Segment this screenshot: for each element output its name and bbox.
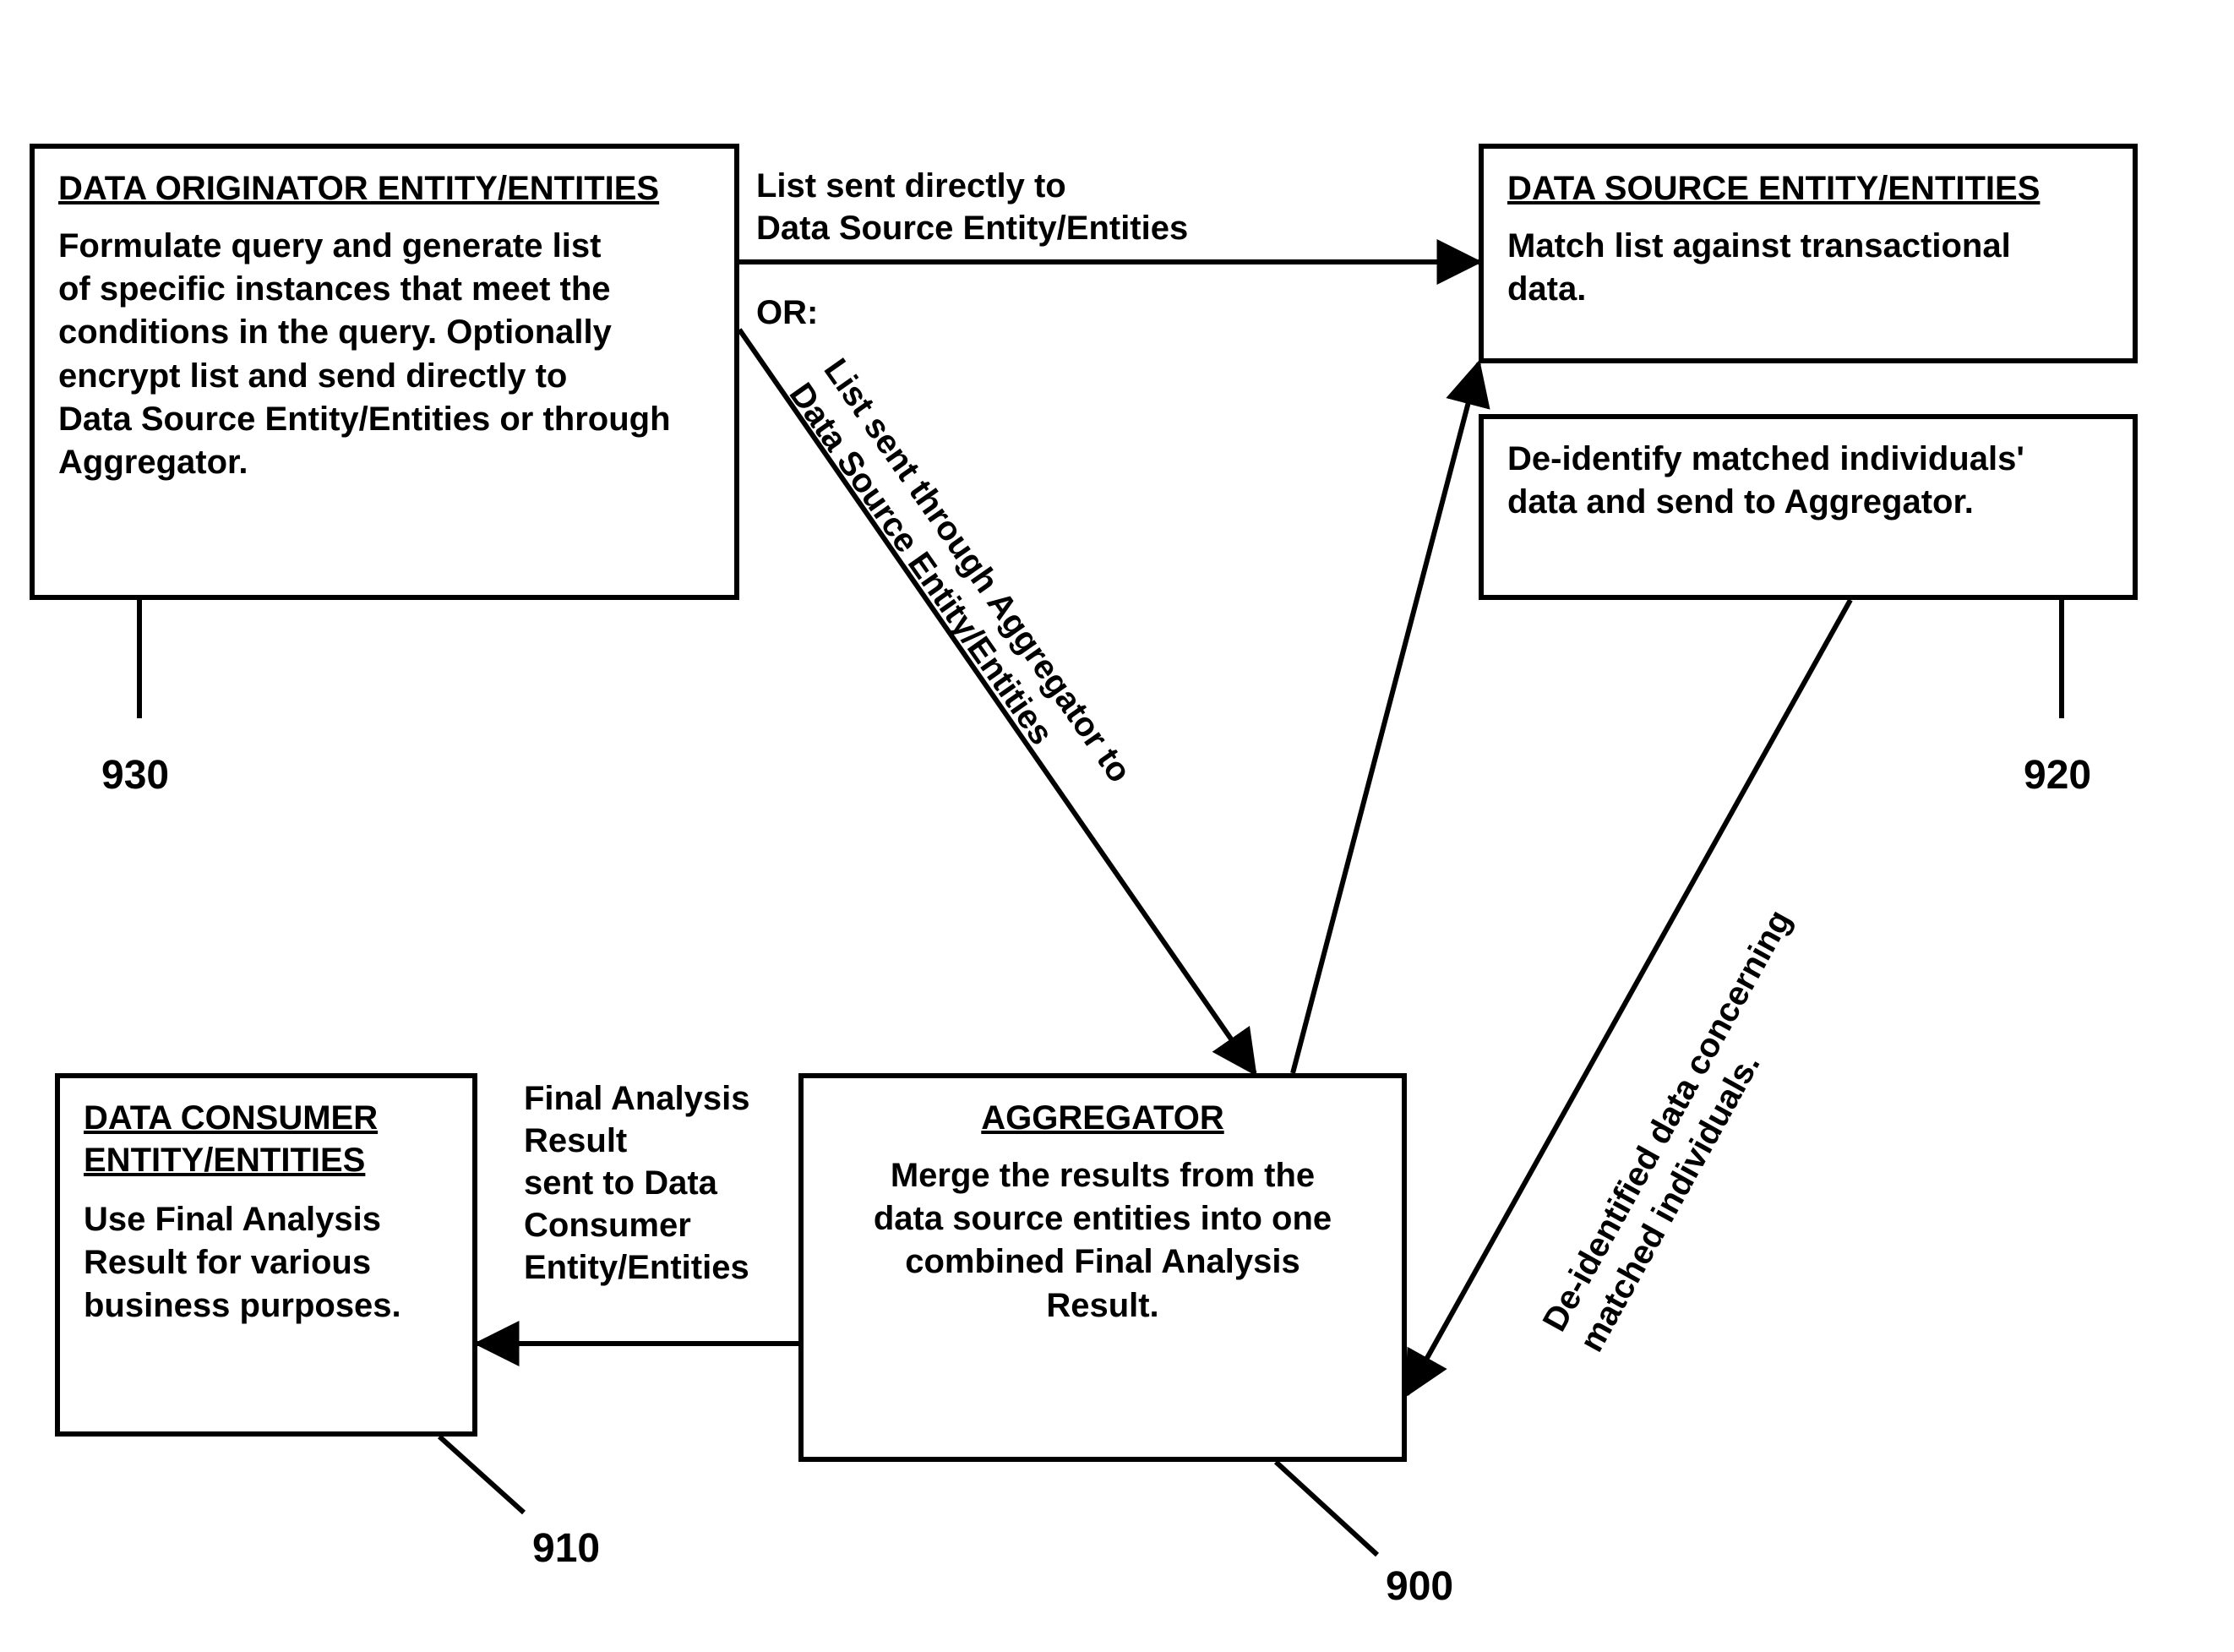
box-source-bottom: De-identify matched individuals'data and… [1479, 414, 2138, 600]
box-aggregator-title: AGGREGATOR [827, 1097, 1378, 1139]
edge-agg-to-source [1293, 363, 1479, 1073]
label-orig-to-agg: List sent through Aggregator toData Sour… [780, 351, 1188, 884]
box-source-title: DATA SOURCE ENTITY/ENTITIES [1507, 167, 2109, 210]
label-source-to-agg: De-identified data concerningmatched ind… [1534, 801, 1894, 1360]
box-source-bottom-body: De-identify matched individuals'data and… [1507, 438, 2109, 524]
box-originator: DATA ORIGINATOR ENTITY/ENTITIES Formulat… [30, 144, 739, 600]
box-consumer-body: Use Final AnalysisResult for variousbusi… [84, 1198, 449, 1328]
ref-930: 930 [101, 752, 169, 799]
box-source-top-body: Match list against transactionaldata. [1507, 225, 2109, 311]
ref-900: 900 [1386, 1563, 1453, 1610]
box-aggregator-body: Merge the results from thedata source en… [827, 1154, 1378, 1328]
ref-tick-910 [439, 1437, 524, 1513]
box-consumer: DATA CONSUMER ENTITY/ENTITIES Use Final … [55, 1073, 477, 1437]
box-source-top: DATA SOURCE ENTITY/ENTITIES Match list a… [1479, 144, 2138, 363]
diagram-canvas: DATA ORIGINATOR ENTITY/ENTITIES Formulat… [0, 0, 2234, 1652]
label-orig-to-source: List sent directly toData Source Entity/… [756, 165, 1305, 249]
box-originator-title: DATA ORIGINATOR ENTITY/ENTITIES [58, 167, 711, 210]
box-aggregator: AGGREGATOR Merge the results from thedat… [798, 1073, 1407, 1462]
ref-920: 920 [2024, 752, 2091, 799]
ref-910: 910 [532, 1525, 600, 1572]
label-or: OR: [756, 292, 818, 334]
box-consumer-title: DATA CONSUMER ENTITY/ENTITIES [84, 1097, 449, 1181]
label-agg-to-consumer: Final AnalysisResultsent to DataConsumer… [524, 1077, 794, 1289]
ref-tick-900 [1276, 1462, 1377, 1555]
box-originator-body: Formulate query and generate listof spec… [58, 225, 711, 484]
